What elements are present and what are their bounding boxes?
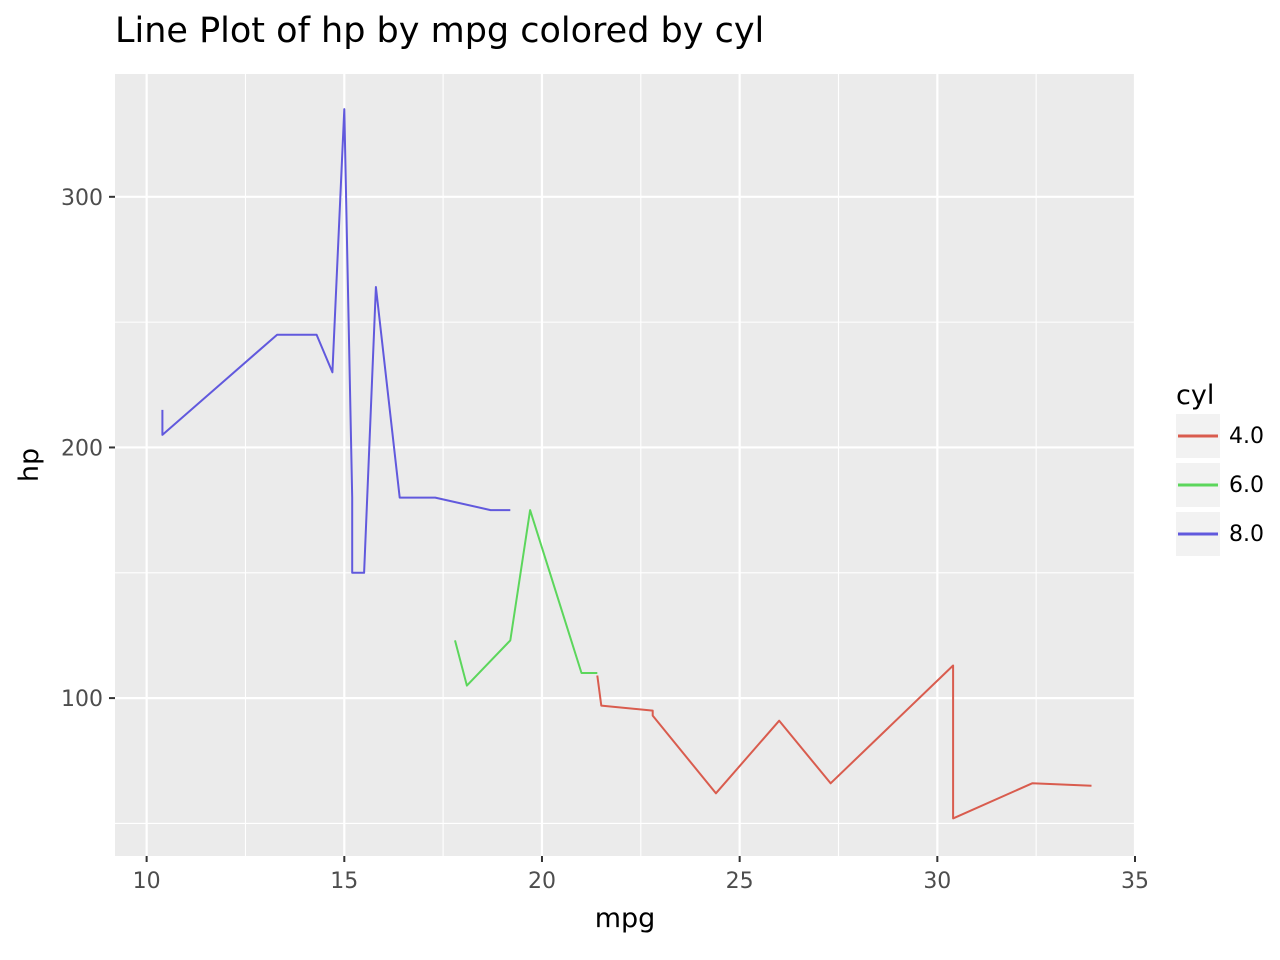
legend-label: 8.0 <box>1229 522 1264 547</box>
y-axis-title: hp <box>14 448 45 482</box>
grid-minor <box>115 74 1135 856</box>
x-tick-label: 30 <box>923 869 951 894</box>
series-line-6-0 <box>454 509 598 687</box>
chart-title: Line Plot of hp by mpg colored by cyl <box>115 11 764 51</box>
x-axis: 10 15 20 25 30 35 <box>133 856 1149 894</box>
series-layer <box>161 108 1092 820</box>
legend-label: 6.0 <box>1229 473 1264 498</box>
x-tick-label: 25 <box>726 869 754 894</box>
x-tick-label: 10 <box>133 869 161 894</box>
x-tick-label: 15 <box>330 869 358 894</box>
y-tick-label: 100 <box>61 687 103 712</box>
y-tick-label: 300 <box>61 186 103 211</box>
y-axis: 100 200 300 <box>61 186 115 712</box>
y-tick-label: 200 <box>61 436 103 461</box>
legend: cyl 4.0 6.0 8.0 <box>1176 380 1264 556</box>
legend-label: 4.0 <box>1229 424 1264 449</box>
x-tick-label: 20 <box>528 869 556 894</box>
series-line-4-0 <box>596 664 1092 820</box>
plot-panel <box>115 74 1135 856</box>
x-tick-label: 35 <box>1121 869 1149 894</box>
legend-title: cyl <box>1176 380 1214 411</box>
grid-major <box>115 74 1137 856</box>
series-line-8-0 <box>161 108 511 574</box>
x-axis-title: mpg <box>595 903 656 934</box>
